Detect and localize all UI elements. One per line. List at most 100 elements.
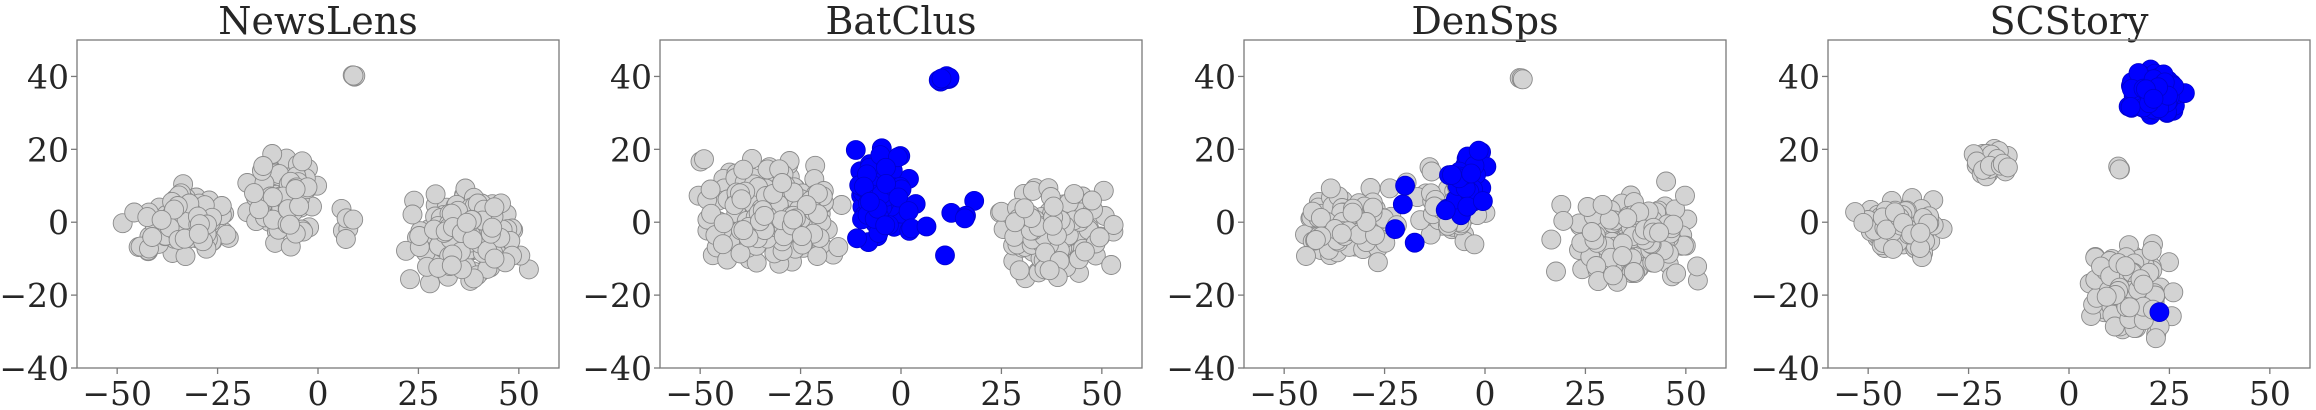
y-tick-label: −40 [0,349,69,388]
scatter-point [343,65,364,86]
x-tick-label: −50 [665,374,735,410]
scatter-point [425,184,446,205]
x-tick-label: 25 [980,374,1022,410]
points-layer [1295,68,1708,292]
y-tick-label: 20 [1194,130,1236,169]
scatter-point [931,68,952,89]
scatter-point [1296,246,1316,266]
x-tick-label: 25 [1564,374,1606,410]
scatter-point [1039,260,1060,281]
scatter-point [712,234,733,255]
scatter-point [1623,262,1644,282]
scatter-point [733,159,754,180]
scatter-point [828,237,849,258]
scatter-point [1320,178,1341,199]
scatter-point [1617,208,1638,229]
scatter-point [1612,246,1633,267]
points-layer [688,66,1124,289]
scatter-point [733,220,754,241]
scatter-point [1082,190,1102,211]
y-tick-label: −20 [1750,276,1820,315]
scatter-point [1089,227,1110,248]
y-tick-label: 0 [1799,203,1820,242]
x-tick-label: 50 [2249,374,2291,410]
scatter-point [1649,222,1670,243]
scatter-point [2096,286,2117,307]
scatter-point [1461,163,1482,184]
panel-title: NewsLens [218,0,417,43]
scatter-point [2115,256,2136,277]
x-tick-label: −25 [766,374,836,410]
panel-3: DenSps −50 −25 0 25 50 −40 −20 0 20 40 [1166,0,1727,410]
scatter-point [482,217,503,238]
scatter-point [1404,232,1425,253]
scatter-point [400,269,420,290]
scatter-point [244,183,264,204]
y-tick-label: −40 [1166,349,1236,388]
scatter-point [253,156,274,176]
x-tick-label: 50 [1665,374,1707,410]
panel-2: BatClus −50 −25 0 25 50 −40 −20 0 20 40 [582,0,1143,410]
scatter-point [754,205,775,226]
scatter-point [1356,212,1377,232]
scatter-point [1305,230,1326,250]
scatter-point [1103,215,1124,235]
y-tick-label: 40 [27,57,69,96]
scatter-point [1342,202,1363,223]
scatter-point [700,179,721,200]
y-tick-label: 20 [610,130,652,169]
y-tick-label: −20 [582,276,652,315]
scatter-point [731,189,752,210]
scatter-point [1442,164,1462,185]
scatter-point [831,195,852,215]
scatter-point [888,187,909,208]
scatter-point [1553,210,1574,231]
scatter-point [1687,256,1708,277]
scatter-point [1675,185,1695,206]
scatter-point [1656,171,1677,192]
scatter-point [1009,260,1030,281]
scatter-point [859,191,880,212]
scatter-point [484,197,505,218]
x-tick-label: −50 [1833,374,1903,410]
scatter-point [1853,212,1874,233]
x-tick-label: 50 [498,374,540,410]
scatter-point [1644,252,1665,273]
scatter-point [292,151,313,172]
scatter-point [1473,191,1493,212]
scatter-point [2120,97,2141,117]
x-tick-label: 0 [891,374,912,410]
scatter-point [2163,282,2184,303]
y-tick-label: −20 [0,276,69,315]
x-tick-label: 25 [2148,374,2190,410]
scatter-point [694,149,714,170]
scatter-point [783,209,804,230]
scatter-point [1546,261,1566,282]
x-tick-label: 50 [1081,374,1123,410]
scatter-point [188,223,209,244]
panel-title: BatClus [825,0,976,43]
y-tick-label: −40 [1750,349,1820,388]
scatter-point [2119,297,2140,318]
scatter-point [713,213,734,234]
scatter-point [1512,69,1533,90]
y-tick-label: 20 [1778,130,1820,169]
x-tick-label: 25 [397,374,439,410]
scatter-point [1367,252,1388,273]
y-tick-label: 0 [631,203,652,242]
x-tick-label: 0 [1475,374,1496,410]
scatter-point [2133,274,2154,295]
scatter-point [462,229,483,250]
scatter-point [285,179,306,200]
scatter-point [1385,219,1405,240]
y-tick-label: 20 [27,130,69,169]
scatter-point [335,229,356,249]
x-tick-label: −25 [183,374,253,410]
x-tick-label: −50 [1249,374,1319,410]
scatter-point [1910,222,1931,243]
scatter-point [456,212,477,233]
scatter-point [1421,161,1442,182]
scatter-point [1997,157,2018,178]
y-tick-label: 40 [1194,57,1236,96]
